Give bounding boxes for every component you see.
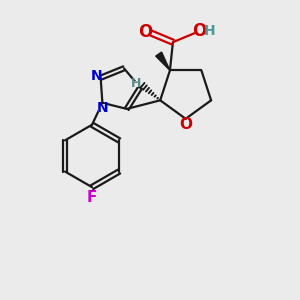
- Polygon shape: [156, 52, 170, 70]
- Bar: [98, 104, 106, 112]
- Text: O: O: [179, 117, 192, 132]
- Text: O: O: [138, 23, 153, 41]
- Bar: [133, 81, 140, 87]
- Text: H: H: [131, 77, 142, 91]
- Text: O: O: [192, 22, 206, 40]
- Bar: [182, 121, 190, 128]
- Text: N: N: [90, 69, 102, 83]
- Text: H: H: [203, 24, 215, 38]
- Text: F: F: [87, 190, 97, 205]
- Text: N: N: [97, 101, 108, 115]
- Bar: [92, 73, 100, 80]
